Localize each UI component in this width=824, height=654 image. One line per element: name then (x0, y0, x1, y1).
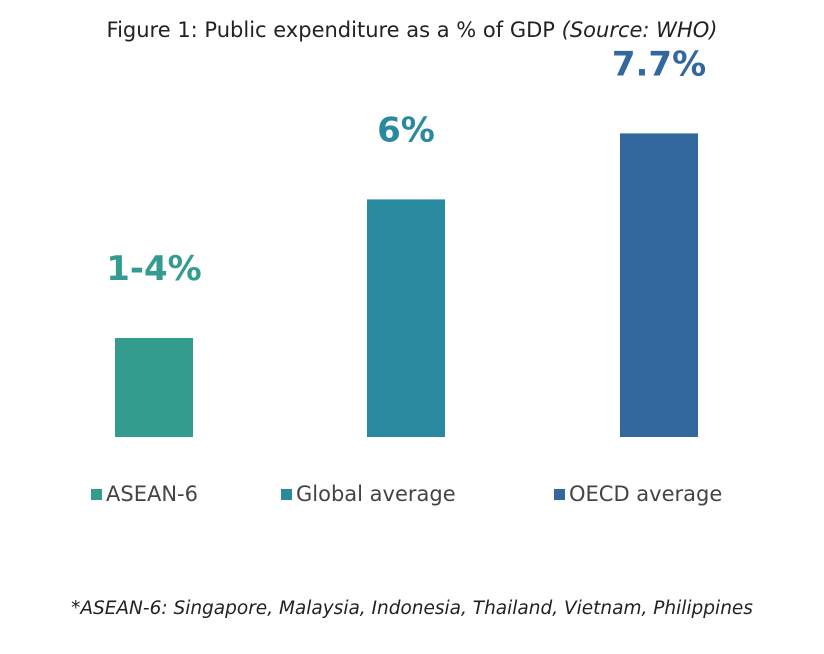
data-label-oecd-average: 7.7% (612, 44, 706, 84)
legend-item-global-average: Global average (281, 482, 456, 506)
legend-swatch-oecd-average (554, 488, 565, 500)
data-label-global-average: 6% (377, 110, 435, 150)
chart-title: Figure 1: Public expenditure as a % of G… (0, 18, 824, 42)
chart-title-main: Figure 1: Public expenditure as a % of G… (106, 18, 555, 42)
legend-swatch-global-average (281, 488, 292, 500)
legend-label-global-average: Global average (296, 482, 456, 506)
bar-oecd-average (620, 133, 698, 437)
chart-title-source: (Source: WHO) (561, 18, 718, 42)
legend-label-asean6: ASEAN-6 (106, 482, 198, 506)
legend-label-oecd-average: OECD average (569, 482, 723, 506)
legend-swatch-asean6 (91, 488, 102, 500)
bar-global-average (367, 199, 445, 437)
footnote: *ASEAN-6: Singapore, Malaysia, Indonesia… (71, 598, 753, 619)
bar-chart: 1-4% 6% 7.7% (106, 44, 706, 437)
legend-item-asean6: ASEAN-6 (91, 482, 198, 506)
legend-item-oecd-average: OECD average (554, 482, 722, 506)
chart-legend: ASEAN-6 Global average OECD average (0, 482, 824, 512)
bar-asean-6 (115, 338, 193, 437)
data-label-asean-6: 1-4% (106, 249, 202, 289)
